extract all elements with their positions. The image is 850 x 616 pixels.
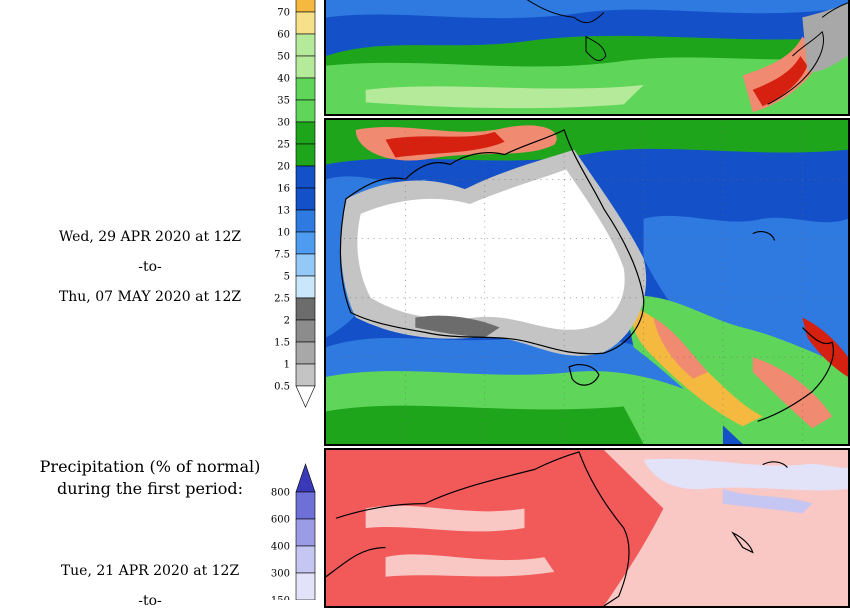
accumulation-color-swatch [295, 55, 316, 79]
accumulation-tick-label: 0.5 [274, 382, 290, 393]
accumulation-tick-label: 30 [277, 118, 290, 129]
accumulation-tick-label: 35 [277, 96, 290, 107]
accumulation-color-swatch [295, 11, 316, 35]
accumulation-color-swatch [295, 363, 316, 387]
map-panel-top [324, 0, 850, 116]
map-panel-accumulation [324, 118, 850, 446]
period-end-label: Thu, 07 MAY 2020 at 12Z [58, 289, 242, 305]
accumulation-tick-label: 60 [277, 30, 290, 41]
period-start-label: Wed, 29 APR 2020 at 12Z [58, 229, 242, 245]
period-separator: -to- [138, 259, 162, 275]
accumulation-tick-label: 70 [277, 8, 290, 19]
accumulation-color-swatch [295, 143, 316, 167]
percent-normal-max-arrow [295, 463, 316, 493]
accumulation-tick-label: 20 [277, 162, 290, 173]
accumulation-tick-label: 2.5 [274, 294, 290, 305]
accumulation-color-swatch [295, 319, 316, 343]
accumulation-tick-label: 10 [277, 228, 290, 239]
accumulation-color-swatch [295, 165, 316, 189]
accumulation-tick-label: 25 [277, 140, 290, 151]
accumulation-color-swatch [295, 33, 316, 57]
percent-normal-tick-label: 600 [271, 515, 290, 526]
first-period-start-label: Tue, 21 APR 2020 at 12Z [60, 563, 240, 579]
accumulation-tick-label: 50 [277, 52, 290, 63]
map-panel-percent-normal [324, 448, 850, 608]
accumulation-color-swatch [295, 121, 316, 145]
accumulation-tick-label: 1.5 [274, 338, 290, 349]
first-period-separator: -to- [138, 593, 162, 609]
percent-normal-color-swatch [295, 572, 316, 600]
accumulation-tick-label: 40 [277, 74, 290, 85]
accumulation-tick-label: 7.5 [274, 250, 290, 261]
percent-normal-tick-label: 400 [271, 542, 290, 553]
percent-normal-tick-label: 150 [271, 596, 290, 601]
percent-normal-title-line2: during the first period: [56, 479, 244, 498]
accumulation-colorbar: 8070605040353025201613107.552.521.510.5 … [271, 0, 316, 601]
accumulation-color-swatch [295, 0, 316, 13]
accumulation-tick-label: 1 [284, 360, 290, 371]
accumulation-color-swatch [295, 99, 316, 123]
accumulation-color-swatch [295, 187, 316, 211]
percent-normal-color-swatch [295, 491, 316, 520]
accumulation-min-arrow [295, 385, 316, 408]
accumulation-tick-label: 5 [284, 272, 290, 283]
percent-normal-title: Precipitation (% of normal) during the f… [30, 456, 270, 500]
percent-normal-tick-label: 800 [271, 488, 290, 499]
accumulation-tick-label: 2 [284, 316, 290, 327]
percent-normal-tick-label: 300 [271, 569, 290, 580]
percent-normal-color-swatch [295, 518, 316, 547]
accumulation-tick-label: 13 [277, 206, 290, 217]
accumulation-tick-label: 16 [277, 184, 290, 195]
accumulation-color-swatch [295, 341, 316, 365]
accumulation-color-swatch [295, 77, 316, 101]
percent-normal-title-line1: Precipitation (% of normal) [39, 457, 261, 476]
